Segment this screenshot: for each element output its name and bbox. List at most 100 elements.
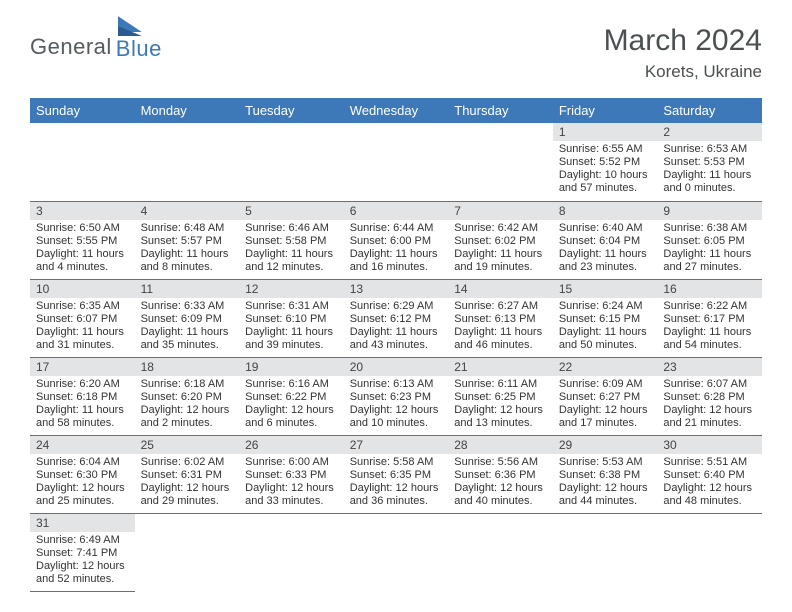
daylight-text: Daylight: 11 hours and 39 minutes. (245, 326, 338, 352)
header: General Blue March 2024 Korets, Ukraine (30, 24, 762, 82)
calendar-day-cell (239, 513, 344, 591)
calendar-day-cell: 9Sunrise: 6:38 AMSunset: 6:05 PMDaylight… (657, 201, 762, 279)
weekday-header: Saturday (657, 98, 762, 123)
day-number: 17 (30, 358, 135, 376)
sunset-text: Sunset: 6:28 PM (663, 391, 756, 404)
sunset-text: Sunset: 6:17 PM (663, 313, 756, 326)
sunrise-text: Sunrise: 5:56 AM (454, 456, 547, 469)
calendar-day-cell: 5Sunrise: 6:46 AMSunset: 5:58 PMDaylight… (239, 201, 344, 279)
day-details: Sunrise: 6:22 AMSunset: 6:17 PMDaylight:… (657, 298, 762, 356)
daylight-text: Daylight: 12 hours and 52 minutes. (36, 560, 129, 586)
sunset-text: Sunset: 6:30 PM (36, 469, 129, 482)
calendar-day-cell: 20Sunrise: 6:13 AMSunset: 6:23 PMDayligh… (344, 357, 449, 435)
calendar-day-cell: 25Sunrise: 6:02 AMSunset: 6:31 PMDayligh… (135, 435, 240, 513)
location-label: Korets, Ukraine (604, 62, 762, 82)
sunrise-text: Sunrise: 6:22 AM (663, 300, 756, 313)
brand-logo: General Blue (30, 32, 162, 62)
sunset-text: Sunset: 6:07 PM (36, 313, 129, 326)
day-details: Sunrise: 5:53 AMSunset: 6:38 PMDaylight:… (553, 454, 658, 512)
daylight-text: Daylight: 12 hours and 2 minutes. (141, 404, 234, 430)
daylight-text: Daylight: 11 hours and 8 minutes. (141, 248, 234, 274)
calendar-table: Sunday Monday Tuesday Wednesday Thursday… (30, 98, 762, 592)
day-details: Sunrise: 6:00 AMSunset: 6:33 PMDaylight:… (239, 454, 344, 512)
day-number: 7 (448, 202, 553, 220)
day-details: Sunrise: 5:56 AMSunset: 6:36 PMDaylight:… (448, 454, 553, 512)
daylight-text: Daylight: 11 hours and 12 minutes. (245, 248, 338, 274)
daylight-text: Daylight: 11 hours and 16 minutes. (350, 248, 443, 274)
day-details: Sunrise: 6:04 AMSunset: 6:30 PMDaylight:… (30, 454, 135, 512)
sunset-text: Sunset: 7:41 PM (36, 547, 129, 560)
day-number: 5 (239, 202, 344, 220)
day-details: Sunrise: 5:58 AMSunset: 6:35 PMDaylight:… (344, 454, 449, 512)
sunrise-text: Sunrise: 6:27 AM (454, 300, 547, 313)
day-details: Sunrise: 6:46 AMSunset: 5:58 PMDaylight:… (239, 220, 344, 278)
calendar-day-cell: 10Sunrise: 6:35 AMSunset: 6:07 PMDayligh… (30, 279, 135, 357)
day-number: 1 (553, 123, 658, 141)
calendar-day-cell: 19Sunrise: 6:16 AMSunset: 6:22 PMDayligh… (239, 357, 344, 435)
sunrise-text: Sunrise: 6:53 AM (663, 143, 756, 156)
weekday-header: Thursday (448, 98, 553, 123)
sunset-text: Sunset: 6:12 PM (350, 313, 443, 326)
day-details: Sunrise: 6:44 AMSunset: 6:00 PMDaylight:… (344, 220, 449, 278)
brand-text-blue: Blue (116, 36, 162, 62)
day-number: 14 (448, 280, 553, 298)
day-details: Sunrise: 6:29 AMSunset: 6:12 PMDaylight:… (344, 298, 449, 356)
sunset-text: Sunset: 6:33 PM (245, 469, 338, 482)
calendar-day-cell (344, 513, 449, 591)
daylight-text: Daylight: 11 hours and 0 minutes. (663, 169, 756, 195)
sunset-text: Sunset: 6:20 PM (141, 391, 234, 404)
daylight-text: Daylight: 12 hours and 25 minutes. (36, 482, 129, 508)
day-number: 13 (344, 280, 449, 298)
sunset-text: Sunset: 6:02 PM (454, 235, 547, 248)
sunrise-text: Sunrise: 6:46 AM (245, 222, 338, 235)
calendar-day-cell: 31Sunrise: 6:49 AMSunset: 7:41 PMDayligh… (30, 513, 135, 591)
sunrise-text: Sunrise: 6:24 AM (559, 300, 652, 313)
sunrise-text: Sunrise: 6:18 AM (141, 378, 234, 391)
calendar-day-cell: 22Sunrise: 6:09 AMSunset: 6:27 PMDayligh… (553, 357, 658, 435)
sunset-text: Sunset: 6:04 PM (559, 235, 652, 248)
sunset-text: Sunset: 5:57 PM (141, 235, 234, 248)
daylight-text: Daylight: 12 hours and 36 minutes. (350, 482, 443, 508)
calendar-day-cell (239, 123, 344, 201)
sunrise-text: Sunrise: 6:50 AM (36, 222, 129, 235)
calendar-week-row: 24Sunrise: 6:04 AMSunset: 6:30 PMDayligh… (30, 435, 762, 513)
day-details: Sunrise: 6:09 AMSunset: 6:27 PMDaylight:… (553, 376, 658, 434)
calendar-day-cell: 4Sunrise: 6:48 AMSunset: 5:57 PMDaylight… (135, 201, 240, 279)
daylight-text: Daylight: 12 hours and 40 minutes. (454, 482, 547, 508)
daylight-text: Daylight: 11 hours and 4 minutes. (36, 248, 129, 274)
calendar-day-cell: 23Sunrise: 6:07 AMSunset: 6:28 PMDayligh… (657, 357, 762, 435)
day-details: Sunrise: 6:49 AMSunset: 7:41 PMDaylight:… (30, 532, 135, 590)
calendar-day-cell (553, 513, 658, 591)
day-number: 6 (344, 202, 449, 220)
day-details: Sunrise: 6:31 AMSunset: 6:10 PMDaylight:… (239, 298, 344, 356)
day-number: 19 (239, 358, 344, 376)
day-details: Sunrise: 6:33 AMSunset: 6:09 PMDaylight:… (135, 298, 240, 356)
calendar-day-cell (30, 123, 135, 201)
day-number: 20 (344, 358, 449, 376)
sunrise-text: Sunrise: 6:02 AM (141, 456, 234, 469)
weekday-header-row: Sunday Monday Tuesday Wednesday Thursday… (30, 98, 762, 123)
day-number: 26 (239, 436, 344, 454)
calendar-day-cell: 7Sunrise: 6:42 AMSunset: 6:02 PMDaylight… (448, 201, 553, 279)
daylight-text: Daylight: 11 hours and 19 minutes. (454, 248, 547, 274)
sunrise-text: Sunrise: 6:31 AM (245, 300, 338, 313)
sunset-text: Sunset: 6:31 PM (141, 469, 234, 482)
sunrise-text: Sunrise: 6:13 AM (350, 378, 443, 391)
calendar-day-cell: 17Sunrise: 6:20 AMSunset: 6:18 PMDayligh… (30, 357, 135, 435)
calendar-day-cell: 28Sunrise: 5:56 AMSunset: 6:36 PMDayligh… (448, 435, 553, 513)
day-number: 31 (30, 514, 135, 532)
calendar-week-row: 17Sunrise: 6:20 AMSunset: 6:18 PMDayligh… (30, 357, 762, 435)
brand-text-general: General (30, 34, 112, 60)
calendar-week-row: 1Sunrise: 6:55 AMSunset: 5:52 PMDaylight… (30, 123, 762, 201)
day-number: 29 (553, 436, 658, 454)
daylight-text: Daylight: 10 hours and 57 minutes. (559, 169, 652, 195)
calendar-day-cell (448, 123, 553, 201)
day-number: 3 (30, 202, 135, 220)
daylight-text: Daylight: 11 hours and 23 minutes. (559, 248, 652, 274)
calendar-day-cell (135, 123, 240, 201)
sunset-text: Sunset: 5:52 PM (559, 156, 652, 169)
calendar-day-cell: 21Sunrise: 6:11 AMSunset: 6:25 PMDayligh… (448, 357, 553, 435)
day-details: Sunrise: 5:51 AMSunset: 6:40 PMDaylight:… (657, 454, 762, 512)
calendar-day-cell: 2Sunrise: 6:53 AMSunset: 5:53 PMDaylight… (657, 123, 762, 201)
daylight-text: Daylight: 12 hours and 13 minutes. (454, 404, 547, 430)
